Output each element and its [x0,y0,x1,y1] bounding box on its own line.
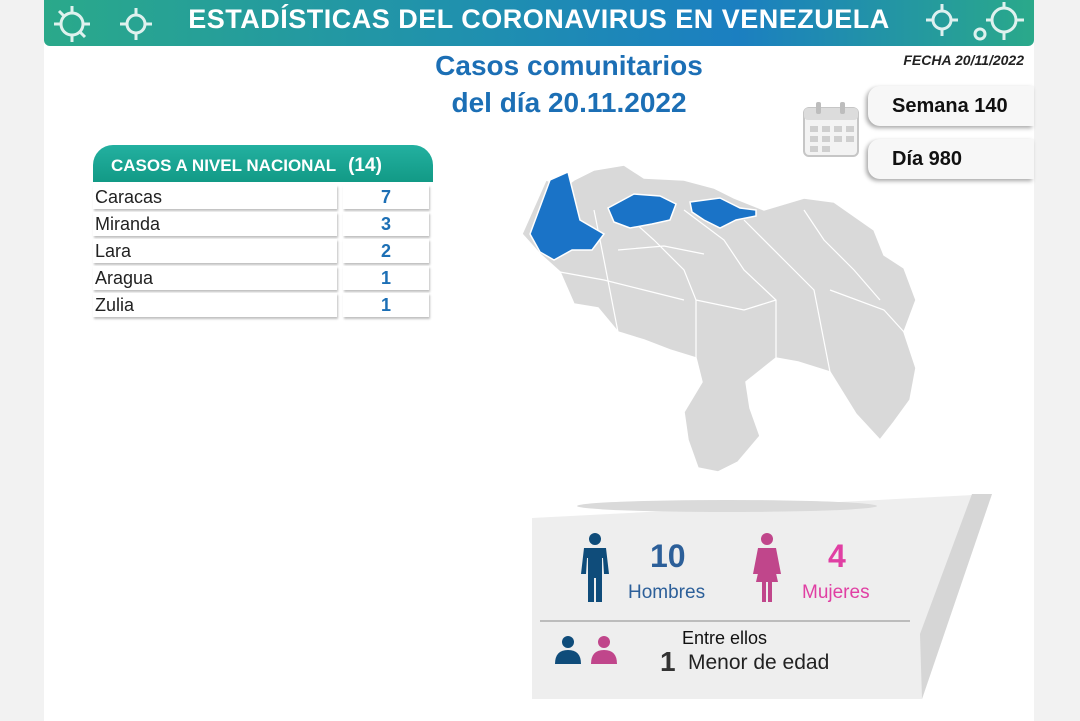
map-state-aragua-miranda-caracas [689,197,757,229]
report-date: FECHA 20/11/2022 [903,52,1024,68]
venezuela-map [521,164,917,473]
virus-icon [926,4,958,36]
man-icon [581,533,609,602]
women-count: 4 [828,538,846,574]
infographic-page: ESTADÍSTICAS DEL CORONAVIRUS EN VENEZUEL… [44,0,1034,721]
virus-icon [120,8,152,40]
among-them-label: Entre ellos [682,628,768,648]
minor-count: 1 [660,646,676,677]
calendar-icon [803,102,859,157]
virus-icon [973,2,1024,41]
demographics-panel: 10 Hombres 4 Mujeres Entre ellos 1 Menor… [532,494,992,699]
cases-table-header: CASOS A NIVEL NACIONAL (14) [93,145,433,182]
state-name: Caracas [93,185,337,209]
table-row: Caracas 7 [93,185,433,212]
map-state-borders [559,209,905,383]
header-banner: ESTADÍSTICAS DEL CORONAVIRUS EN VENEZUEL… [44,0,1034,46]
table-row: Miranda 3 [93,212,433,239]
men-label: Hombres [628,582,706,603]
page-title: ESTADÍSTICAS DEL CORONAVIRUS EN VENEZUEL… [188,4,890,34]
men-count: 10 [650,538,686,574]
panel-divider [540,620,910,622]
table-row: Lara 2 [93,239,433,266]
state-cases: 1 [343,293,429,317]
women-label: Mujeres [802,582,870,603]
report-title: Casos comunitarios del día 20.11.2022 [374,47,764,121]
report-title-line2: del día 20.11.2022 [451,87,687,118]
state-name: Lara [93,239,337,263]
table-row: Aragua 1 [93,266,433,293]
week-badge: Semana 140 [868,86,1034,126]
state-cases: 7 [343,185,429,209]
state-name: Aragua [93,266,337,290]
cases-table-total: (14) [348,155,382,176]
virus-icon [54,6,90,42]
woman-icon [753,533,781,602]
day-label: Día 980 [892,148,963,170]
minor-label: Menor de edad [688,651,830,674]
report-title-line1: Casos comunitarios [435,50,703,81]
state-cases: 1 [343,266,429,290]
state-cases: 2 [343,239,429,263]
map-country-outline [521,164,917,473]
state-cases: 3 [343,212,429,236]
table-row: Zulia 1 [93,293,433,320]
cases-table-title: CASOS A NIVEL NACIONAL [111,156,337,175]
week-label: Semana 140 [892,95,1008,117]
map-state-lara [607,193,677,229]
state-name: Miranda [93,212,337,236]
day-badge: Día 980 [868,139,1034,179]
people-icon [555,636,617,664]
map-state-zulia [529,170,606,261]
cases-table: Caracas 7 Miranda 3 Lara 2 Aragua 1 Zuli… [93,185,433,320]
state-name: Zulia [93,293,337,317]
